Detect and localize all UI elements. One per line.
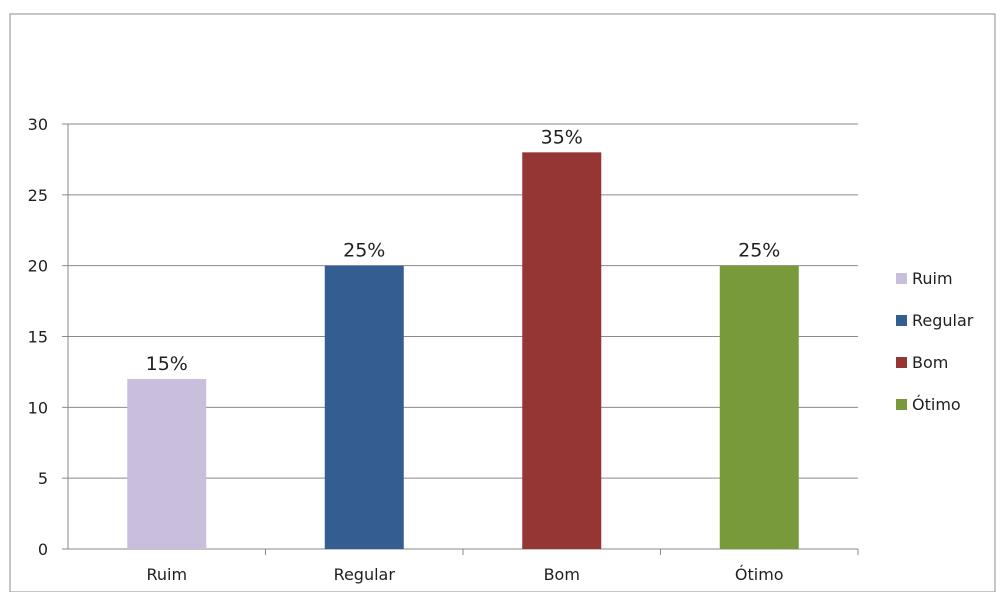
y-tick-label: 20 bbox=[28, 257, 48, 276]
legend-label: Ótimo bbox=[912, 395, 961, 414]
y-tick-label: 5 bbox=[38, 469, 48, 488]
legend-label: Regular bbox=[912, 311, 974, 330]
data-label: 15% bbox=[146, 353, 188, 375]
bars bbox=[127, 152, 799, 550]
data-label: 25% bbox=[738, 240, 780, 262]
legend-label: Ruim bbox=[912, 269, 953, 288]
x-tick-label: Ótimo bbox=[735, 565, 784, 584]
data-label: 25% bbox=[343, 240, 385, 262]
legend-label: Bom bbox=[912, 353, 948, 372]
x-tick-label: Regular bbox=[334, 565, 396, 584]
y-tick-label: 10 bbox=[28, 398, 48, 417]
y-tick-label: 25 bbox=[28, 186, 48, 205]
legend-swatch bbox=[896, 399, 907, 410]
x-tick-label: Ruim bbox=[146, 565, 187, 584]
bar-ruim bbox=[127, 379, 207, 549]
legend-swatch bbox=[896, 357, 907, 368]
bar-bom bbox=[522, 152, 602, 550]
axes: 0 5 10 15 20 25 30 Ruim Regular Bom Ótimo bbox=[28, 115, 859, 584]
y-tick-label: 15 bbox=[28, 328, 48, 347]
data-label: 35% bbox=[541, 126, 583, 148]
bar-otimo bbox=[719, 265, 799, 549]
chart-border bbox=[9, 13, 996, 592]
bar-regular bbox=[324, 265, 404, 549]
y-tick-label: 30 bbox=[28, 115, 48, 134]
legend: Ruim Regular Bom Ótimo bbox=[896, 269, 974, 414]
legend-swatch bbox=[896, 273, 907, 284]
y-tick-label: 0 bbox=[38, 540, 48, 559]
x-tick-label: Bom bbox=[544, 565, 580, 584]
legend-swatch bbox=[896, 315, 907, 326]
data-labels: 15% 25% 35% 25% bbox=[146, 126, 781, 375]
